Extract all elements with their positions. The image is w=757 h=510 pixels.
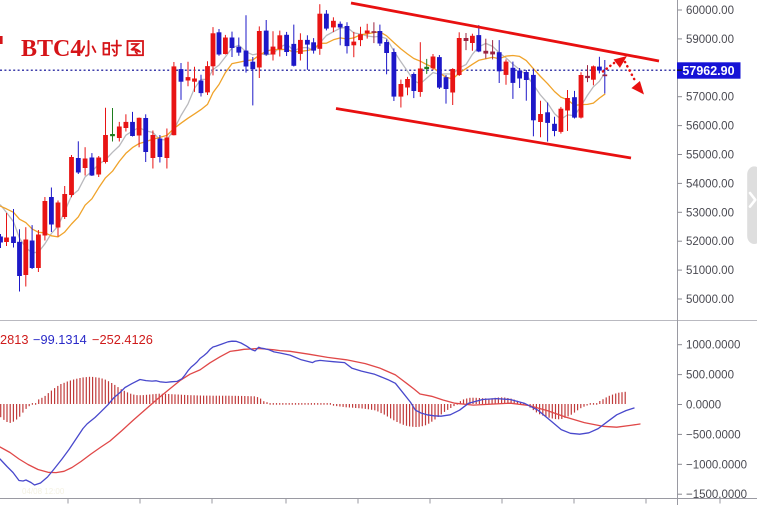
svg-text:59000.00: 59000.00 (686, 34, 734, 46)
svg-text:57962.90: 57962.90 (682, 64, 734, 78)
svg-text:−1500.0000: −1500.0000 (686, 489, 747, 501)
svg-text:54000.00: 54000.00 (686, 178, 734, 190)
svg-text:−500.0000: −500.0000 (686, 429, 741, 441)
svg-text:60000.00: 60000.00 (686, 5, 734, 17)
svg-text:BTC4: BTC4 (21, 36, 82, 62)
svg-text:500.0000: 500.0000 (686, 370, 734, 382)
svg-text:0.0000: 0.0000 (686, 400, 721, 412)
svg-text:2813: 2813 (0, 332, 28, 347)
svg-text:53000.00: 53000.00 (686, 207, 734, 219)
svg-text:56000.00: 56000.00 (686, 121, 734, 133)
svg-text:51000.00: 51000.00 (686, 265, 734, 277)
svg-text:57000.00: 57000.00 (686, 92, 734, 104)
svg-text:50000.00: 50000.00 (686, 294, 734, 306)
svg-text:−99.1314: −99.1314 (33, 332, 87, 347)
svg-text:−252.4126: −252.4126 (92, 332, 153, 347)
svg-text:52000.00: 52000.00 (686, 236, 734, 248)
svg-text:1000.0000: 1000.0000 (686, 340, 740, 352)
svg-text:−1000.0000: −1000.0000 (686, 459, 747, 471)
svg-text:55000.00: 55000.00 (686, 150, 734, 162)
svg-text:04/08 12:00: 04/08 12:00 (22, 487, 65, 496)
